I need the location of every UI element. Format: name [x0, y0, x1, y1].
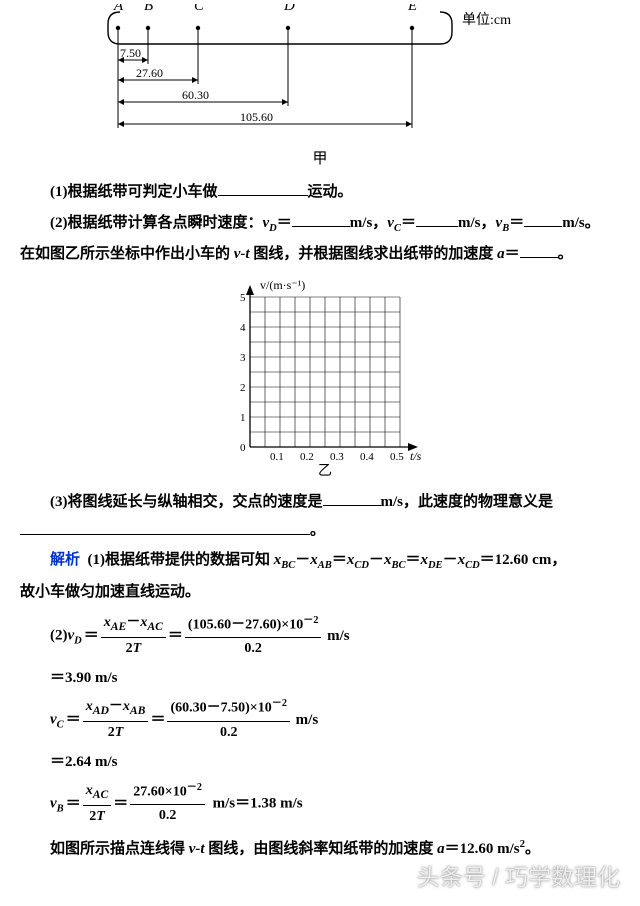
solution-line1b: 故小车做匀加速直线运动。: [20, 578, 620, 607]
svg-text:0.1: 0.1: [270, 451, 284, 463]
svg-text:3: 3: [240, 352, 246, 364]
svg-text:t/s: t/s: [410, 449, 422, 463]
question-3: (3)将图线延长与纵轴相交，交点的速度是m/s，此速度的物理意义是: [20, 488, 620, 517]
question-2: (2)根据纸带计算各点瞬时速度：vD＝m/s，vC＝m/s，vB＝m/s。: [20, 209, 620, 239]
blank-vC: [416, 210, 458, 227]
svg-text:0: 0: [240, 442, 246, 454]
math-vB: vB＝xAC2T＝27.60×10－20.2 m/s＝1.38 m/s: [50, 780, 620, 828]
svg-text:0.2: 0.2: [300, 451, 314, 463]
question-2-line2: 在如图乙所示坐标中作出小车的 v-t 图线，并根据图线求出纸带的加速度 a＝。: [20, 240, 620, 269]
solution-line1: 解析 (1)根据纸带提供的数据可知 xBC－xAB＝xCD－xBC＝xDE－xC…: [20, 546, 620, 576]
math-vD-res: ＝3.90 m/s: [50, 666, 620, 690]
svg-text:60.30: 60.30: [182, 88, 209, 102]
math-vC-res: ＝2.64 m/s: [50, 750, 620, 774]
grid-ylabel: v/(m·s⁻¹): [260, 278, 305, 292]
svg-text:E: E: [407, 4, 417, 14]
blank-q3b: [20, 518, 310, 535]
grid-caption: 乙: [318, 463, 332, 477]
svg-text:B: B: [144, 4, 153, 14]
svg-text:7.50: 7.50: [120, 46, 141, 60]
jiexi-label: 解析: [50, 552, 80, 568]
svg-text:1: 1: [240, 412, 246, 424]
svg-text:4: 4: [240, 322, 246, 334]
question-3-blankline: 。: [20, 518, 620, 540]
svg-text:0.4: 0.4: [360, 451, 374, 463]
svg-text:0.5: 0.5: [390, 451, 404, 463]
watermark: 头条号 / 巧学数理化: [417, 858, 620, 892]
blank-q3a: [323, 489, 381, 506]
blank-q1: [218, 180, 308, 197]
tape-unit: 单位:cm: [462, 12, 511, 28]
question-1: (1)根据纸带可判定小车做运动。: [20, 178, 620, 207]
svg-text:A: A: [113, 4, 124, 14]
svg-text:2: 2: [240, 382, 246, 394]
tape-diagram: 单位:cm A B C D E 7.50 27.60 60.30 105.60: [20, 4, 620, 139]
math-vC: vC＝xAD－xAB2T＝(60.30－7.50)×10－20.2 m/s: [50, 696, 620, 744]
diagram1-caption: 甲: [20, 147, 620, 168]
svg-text:D: D: [283, 4, 295, 14]
svg-text:105.60: 105.60: [240, 110, 273, 124]
svg-text:0.3: 0.3: [330, 451, 344, 463]
svg-text:C: C: [194, 4, 205, 14]
svg-text:27.60: 27.60: [136, 66, 163, 80]
svg-text:5: 5: [240, 292, 246, 304]
grid-diagram: v/(m·s⁻¹) 0 1 2 3 4 5 0.1 0.2 0.3 0.4: [20, 277, 620, 482]
blank-vD: [292, 210, 350, 227]
blank-a: [520, 242, 558, 259]
math-vD: (2)vD＝xAE－xAC2T＝(105.60－27.60)×10－20.2 m…: [50, 612, 620, 660]
blank-vB: [524, 210, 562, 227]
